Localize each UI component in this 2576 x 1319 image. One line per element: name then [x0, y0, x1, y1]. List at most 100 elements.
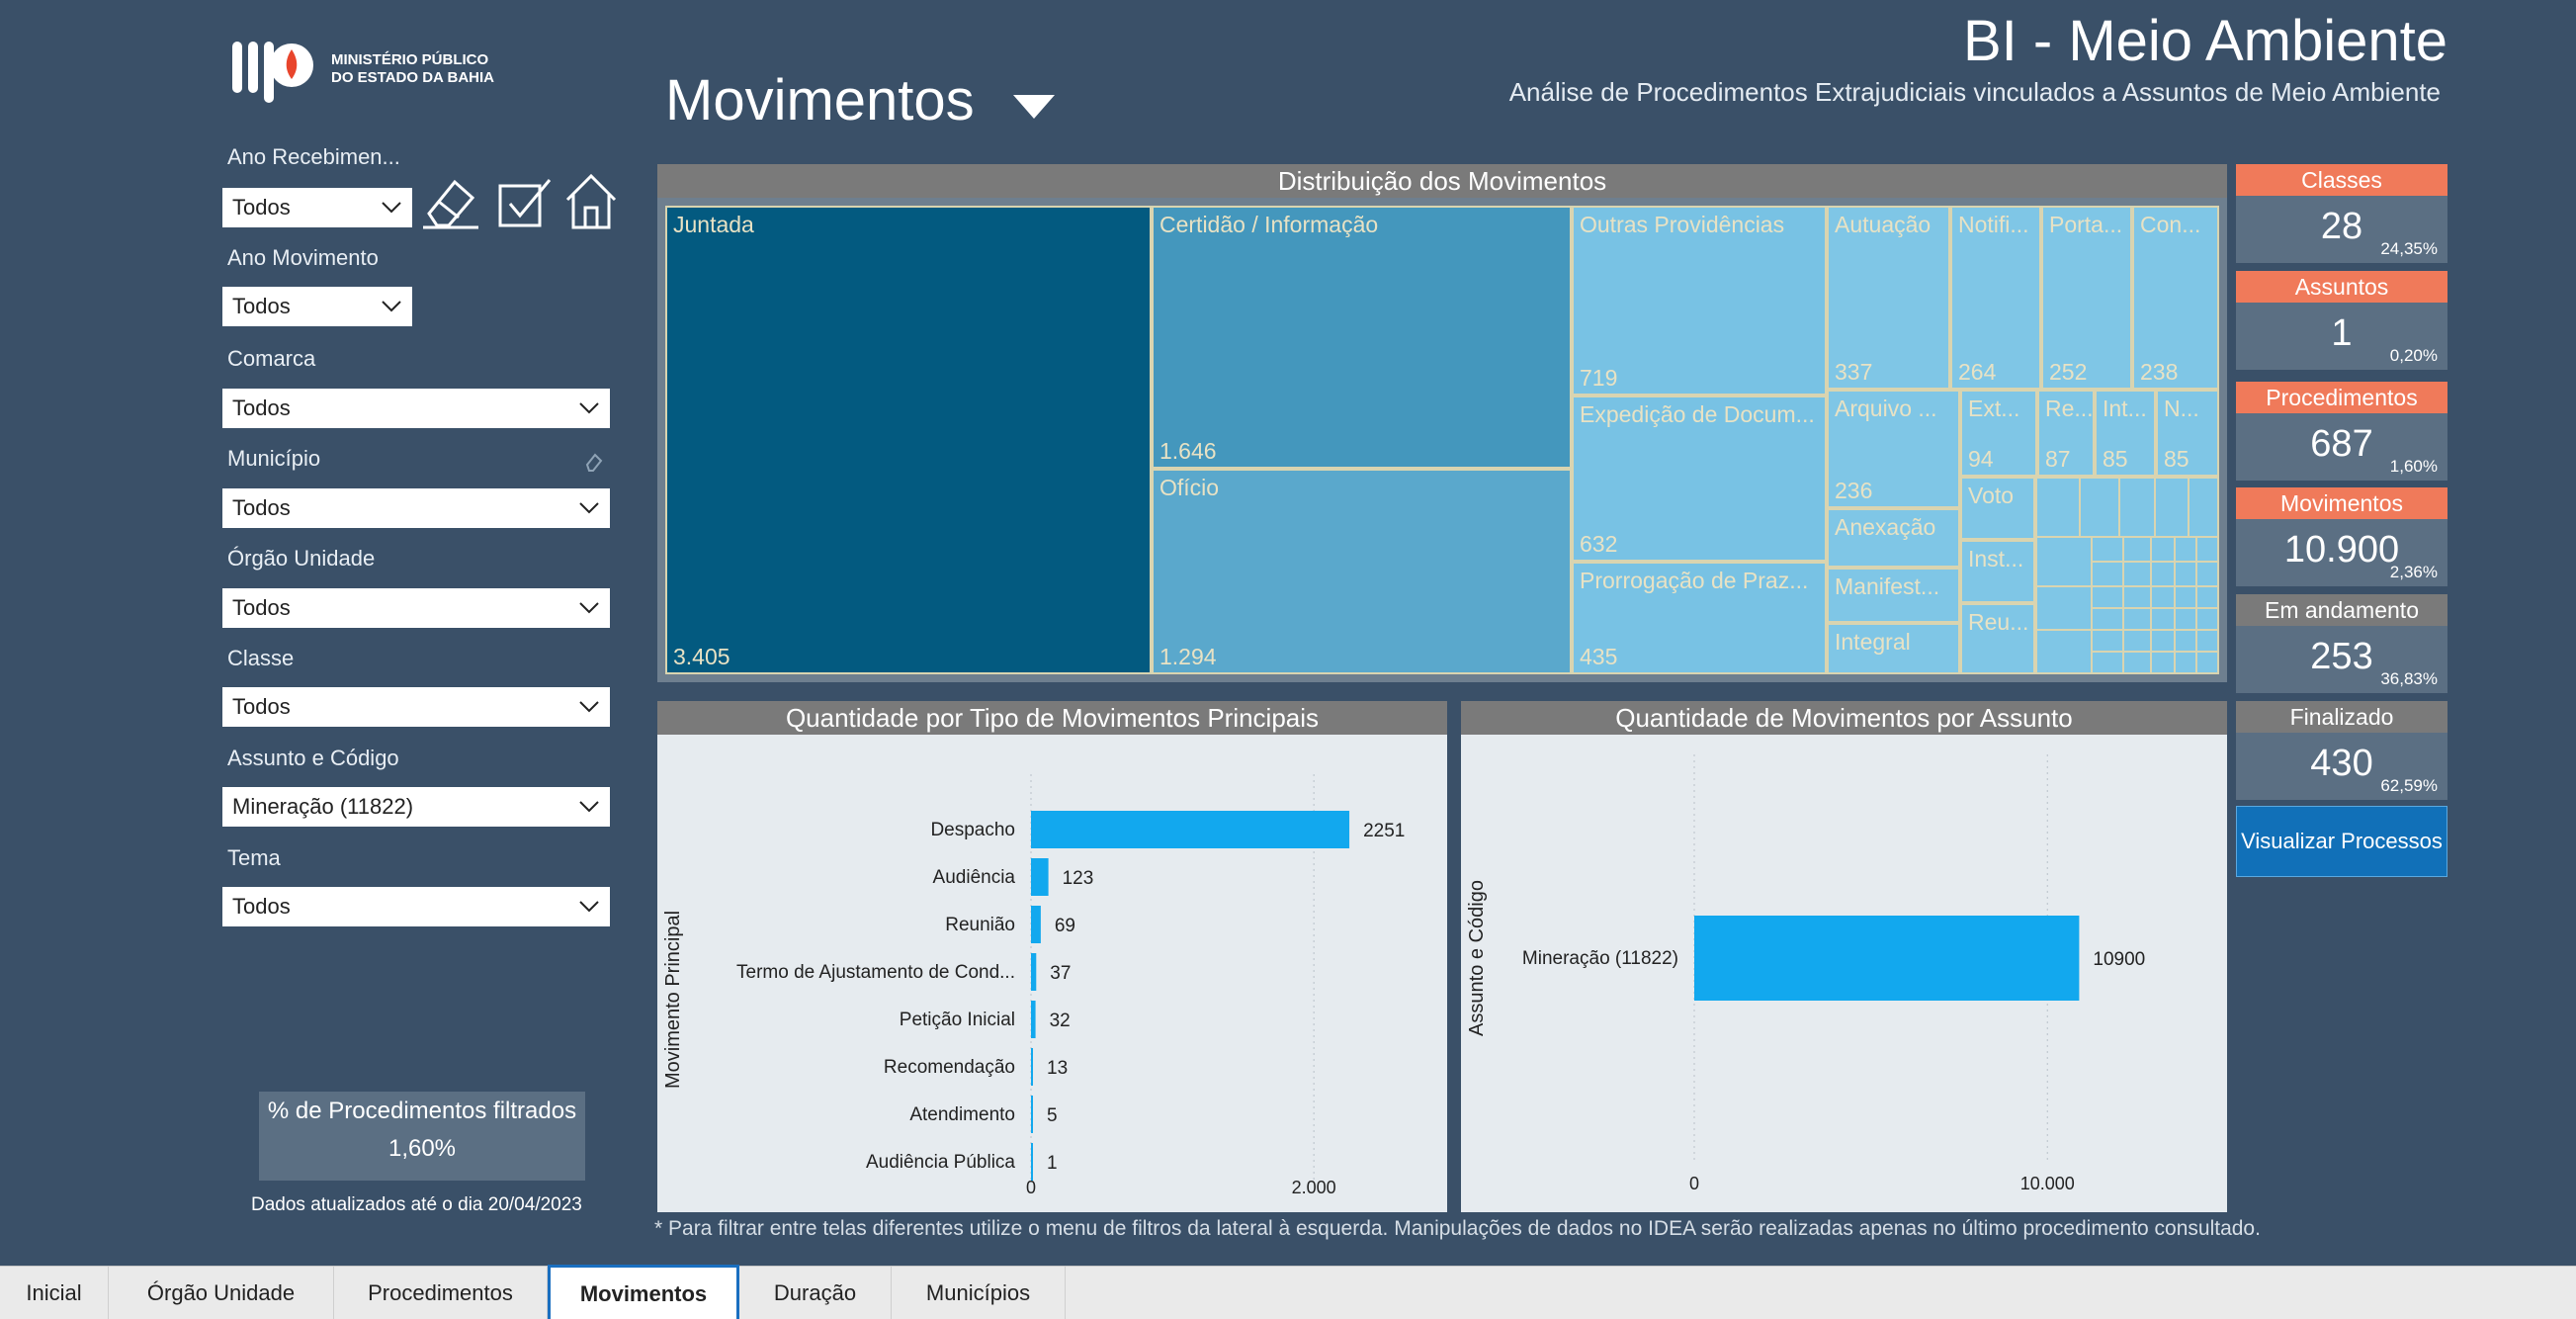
- filter-orgao-unidade[interactable]: Todos: [222, 588, 610, 628]
- kpi-card: 687 1,60%: [2236, 413, 2447, 481]
- treemap-cell-integral[interactable]: Integral: [1827, 623, 1960, 674]
- filter-value: Todos: [232, 894, 291, 919]
- filter-ano-recebimento[interactable]: Todos: [222, 188, 412, 227]
- kpi-pct: 2,36%: [2389, 563, 2438, 581]
- filter-label-ano-recebimento: Ano Recebimen...: [227, 144, 400, 169]
- filter-classe[interactable]: Todos: [222, 687, 610, 727]
- home-icon[interactable]: [563, 172, 619, 231]
- cell-label: Voto: [1968, 483, 2015, 508]
- filter-value: Todos: [232, 694, 291, 719]
- kpi-value: 430: [2310, 743, 2373, 784]
- filter-label-assunto: Assunto e Código: [227, 746, 399, 770]
- treemap-cell-portaria[interactable]: Porta... 252: [2041, 206, 2132, 390]
- visualizar-processos-button[interactable]: Visualizar Processos: [2236, 806, 2447, 877]
- filter-value: Todos: [232, 294, 291, 318]
- treemap-cell-arquivo[interactable]: Arquivo ... 236: [1827, 390, 1960, 508]
- kpi-value: 253: [2310, 636, 2373, 677]
- bar: [1031, 1048, 1033, 1086]
- kpi-card: 430 62,59%: [2236, 733, 2447, 800]
- tab-movimentos[interactable]: Movimentos: [548, 1265, 739, 1319]
- treemap-cell-n[interactable]: N... 85: [2156, 390, 2219, 477]
- treemap-panel: Distribuição dos Movimentos Juntada 3.405…: [657, 164, 2227, 682]
- treemap[interactable]: Juntada 3.405 Certidão / Informação 1.646 …: [665, 206, 2219, 674]
- category-label: Despacho: [930, 820, 1015, 840]
- data-label: 69: [1055, 916, 1075, 936]
- cell-label: Ofício: [1159, 475, 1220, 500]
- app-title: BI - Meio Ambiente: [1963, 9, 2447, 73]
- treemap-cell-oficio[interactable]: Ofício 1.294: [1152, 469, 1572, 674]
- cell-label: Int...: [2103, 396, 2147, 421]
- category-label: Mineração (11822): [1522, 948, 1678, 969]
- treemap-cell-int[interactable]: Int... 85: [2095, 390, 2156, 477]
- select-all-icon[interactable]: [496, 174, 556, 231]
- category-label: Recomendação: [884, 1057, 1015, 1078]
- eraser-icon[interactable]: [419, 174, 482, 231]
- cell-value: 337: [1835, 359, 1873, 385]
- cell-value: 87: [2045, 446, 2071, 472]
- treemap-cell-voto[interactable]: Voto: [1960, 477, 2035, 540]
- treemap-cell-certidao[interactable]: Certidão / Informação 1.646: [1152, 206, 1572, 469]
- treemap-cell-prorrogacao[interactable]: Prorrogação de Praz... 435: [1572, 562, 1827, 674]
- treemap-cell-inst[interactable]: Inst...: [1960, 540, 2035, 603]
- kpi-card: 1 0,20%: [2236, 303, 2447, 370]
- chevron-down-icon: [382, 202, 401, 214]
- pct-filtered-label: % de Procedimentos filtrados: [267, 1098, 577, 1124]
- treemap-cell-expedicao[interactable]: Expedição de Docum... 632: [1572, 396, 1827, 562]
- category-label: Audiência: [933, 867, 1016, 888]
- kpi-pct: 24,35%: [2380, 239, 2438, 258]
- kpi-card: 28 24,35%: [2236, 196, 2447, 263]
- data-label: 123: [1063, 868, 1094, 889]
- treemap-small-cells: [2035, 477, 2219, 674]
- filter-assunto[interactable]: Mineração (11822): [222, 787, 610, 827]
- bar: [1031, 1001, 1036, 1038]
- filter-label-comarca: Comarca: [227, 346, 316, 371]
- treemap-cell-outras[interactable]: Outras Providências 719: [1572, 206, 1827, 396]
- x-tick-label: 10.000: [2020, 1174, 2075, 1193]
- filter-municipio[interactable]: Todos: [222, 488, 610, 528]
- chevron-down-icon: [579, 402, 599, 414]
- pct-filtered-box: % de Procedimentos filtrados 1,60%: [259, 1092, 585, 1181]
- cell-label: Re...: [2045, 396, 2094, 421]
- cell-label: Anexação: [1835, 514, 1936, 540]
- filter-label-ano-movimento: Ano Movimento: [227, 245, 379, 270]
- cell-label: Reu...: [1968, 609, 2029, 635]
- treemap-cell-reu[interactable]: Reu...: [1960, 603, 2035, 674]
- tab-inicial[interactable]: Inicial: [0, 1267, 109, 1319]
- filter-value: Todos: [232, 595, 291, 620]
- filter-comarca[interactable]: Todos: [222, 389, 610, 428]
- treemap-cell-manifestacao[interactable]: Manifest...: [1827, 568, 1960, 623]
- tab-municipios[interactable]: Municípios: [892, 1267, 1066, 1319]
- x-tick-label: 0: [1689, 1174, 1699, 1193]
- data-label: 10900: [2093, 949, 2145, 970]
- chevron-down-icon: [579, 602, 599, 614]
- cell-label: Notifi...: [1958, 212, 2029, 237]
- chart1-svg[interactable]: Movimento Principal 0 2.000 Despacho 2251 Aud…: [657, 735, 1447, 1212]
- treemap-cell-ext[interactable]: Ext... 94: [1960, 390, 2037, 477]
- tab-duracao[interactable]: Duração: [739, 1267, 892, 1319]
- eraser-icon[interactable]: [583, 451, 605, 473]
- filter-label-tema: Tema: [227, 845, 281, 870]
- kpi-label: Assuntos: [2236, 271, 2447, 303]
- logo-icon: [232, 42, 313, 103]
- filter-value: Todos: [232, 495, 291, 520]
- data-label: 5: [1047, 1105, 1058, 1126]
- data-label: 13: [1047, 1058, 1068, 1079]
- bar: [1694, 916, 2080, 1001]
- treemap-cell-re[interactable]: Re... 87: [2037, 390, 2095, 477]
- filter-ano-movimento[interactable]: Todos: [222, 287, 412, 326]
- x-tick-label: 0: [1026, 1178, 1036, 1197]
- treemap-cell-notificacao[interactable]: Notifi... 264: [1950, 206, 2041, 390]
- treemap-cell-conversao[interactable]: Con... 238: [2132, 206, 2219, 390]
- treemap-cell-anexacao[interactable]: Anexação: [1827, 508, 1960, 568]
- treemap-cell-autuacao[interactable]: Autuação 337: [1827, 206, 1950, 390]
- tab-procedimentos[interactable]: Procedimentos: [334, 1267, 548, 1319]
- chart-movimentos-principais: Quantidade por Tipo de Movimentos Princi…: [657, 701, 1447, 1212]
- tab-orgao-unidade[interactable]: Órgão Unidade: [109, 1267, 334, 1319]
- page-dropdown-caret-icon[interactable]: [1013, 95, 1055, 121]
- cell-label: Integral: [1835, 629, 1911, 655]
- cell-label: Ext...: [1968, 396, 2020, 421]
- filter-tema[interactable]: Todos: [222, 887, 610, 926]
- treemap-cell-juntada[interactable]: Juntada 3.405: [665, 206, 1152, 674]
- chart2-svg[interactable]: Assunto e Código 0 10.000 Mineração (11822)…: [1461, 735, 2227, 1212]
- data-label: 37: [1050, 963, 1071, 984]
